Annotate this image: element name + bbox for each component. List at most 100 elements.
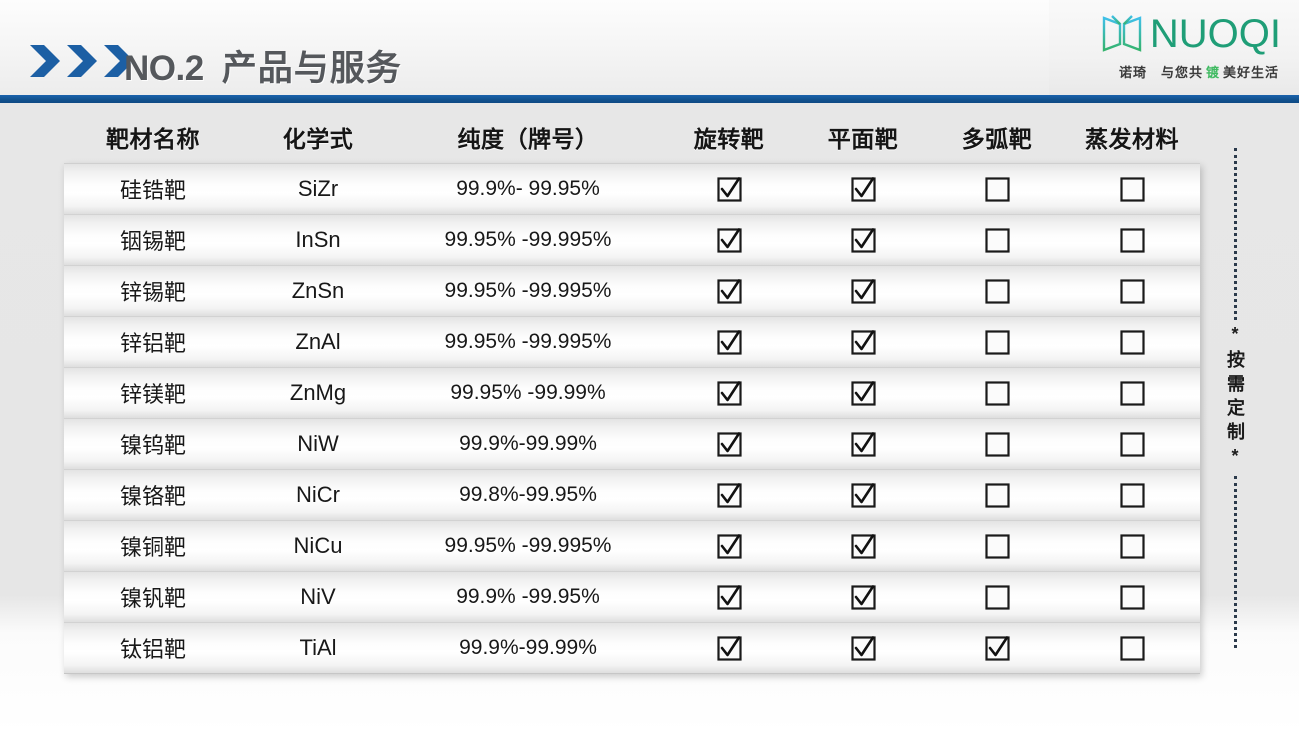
checkbox-unchecked-icon[interactable]: [1119, 228, 1145, 253]
checkbox-checked-icon[interactable]: [850, 228, 876, 253]
cell-planar: [796, 635, 930, 662]
cell-purity: 99.95% -99.995%: [444, 534, 612, 557]
checkbox-checked-icon[interactable]: [850, 330, 876, 355]
cell-arc: [930, 584, 1064, 611]
checkbox-checked-icon[interactable]: [850, 381, 876, 406]
cell-chemical-formula: NiCr: [296, 482, 340, 507]
cell-planar: [796, 329, 930, 356]
cell-planar: [796, 584, 930, 611]
cell-target-name: 铟锡靶: [119, 229, 186, 254]
checkbox-unchecked-icon[interactable]: [1119, 330, 1145, 355]
cell-arc: [930, 176, 1064, 203]
checkbox-unchecked-icon[interactable]: [984, 381, 1010, 406]
logo-tagline-tail: 美好生活: [1222, 65, 1279, 80]
checkbox-unchecked-icon[interactable]: [1119, 483, 1145, 508]
logo-tagline: 诺琦 与您共 镀 美好生活: [1061, 62, 1281, 81]
checkbox-checked-icon[interactable]: [850, 534, 876, 559]
checkbox-checked-icon[interactable]: [850, 177, 876, 202]
chevron-right-icon: [67, 45, 97, 77]
cell-chemical-formula: NiW: [297, 431, 339, 456]
cell-planar: [796, 176, 930, 203]
checkbox-checked-icon[interactable]: [716, 279, 742, 304]
nuoqi-book-mark-icon: [1102, 15, 1142, 52]
logo-tagline-brand: 诺琦: [1118, 65, 1147, 80]
logo-lockup: NUOQI: [1061, 10, 1281, 58]
cell-purity: 99.95% -99.995%: [444, 330, 612, 353]
table-header-row: 靶材名称 化学式 纯度（牌号） 旋转靶 平面靶 多弧靶 蒸发材料: [64, 112, 1200, 162]
cell-purity: 99.9%-99.99%: [459, 636, 597, 659]
checkbox-checked-icon[interactable]: [716, 585, 742, 610]
cell-purity: 99.95% -99.99%: [450, 381, 606, 404]
checkbox-unchecked-icon[interactable]: [1119, 381, 1145, 406]
checkbox-checked-icon[interactable]: [850, 432, 876, 457]
checkbox-unchecked-icon[interactable]: [984, 432, 1010, 457]
table-row: 镍铬靶 NiCr 99.8%-99.95%: [64, 470, 1200, 521]
checkbox-unchecked-icon[interactable]: [1119, 432, 1145, 457]
cell-target-name: 镍铜靶: [119, 535, 186, 560]
checkbox-checked-icon[interactable]: [716, 483, 742, 508]
checkbox-checked-icon[interactable]: [716, 228, 742, 253]
checkbox-unchecked-icon[interactable]: [1119, 636, 1145, 661]
checkbox-checked-icon[interactable]: [850, 585, 876, 610]
checkbox-unchecked-icon[interactable]: [984, 279, 1010, 304]
checkbox-checked-icon[interactable]: [716, 534, 742, 559]
cell-chemical-formula: InSn: [295, 227, 341, 252]
custom-order-annotation: *按需定制*: [1220, 148, 1250, 648]
cell-evaporation: [1064, 227, 1200, 254]
checkbox-unchecked-icon[interactable]: [984, 228, 1010, 253]
cell-planar: [796, 227, 930, 254]
cell-chemical-formula: NiCu: [293, 533, 343, 558]
table-col-header-rotary: 旋转靶: [693, 126, 765, 152]
table-row: 锌镁靶 ZnMg 99.95% -99.99%: [64, 368, 1200, 419]
cell-target-name: 锌镁靶: [119, 382, 186, 407]
checkbox-unchecked-icon[interactable]: [1119, 534, 1145, 559]
checkbox-checked-icon[interactable]: [850, 483, 876, 508]
checkbox-unchecked-icon[interactable]: [984, 177, 1010, 202]
cell-purity: 99.8%-99.95%: [459, 483, 597, 506]
chevron-group: [28, 42, 136, 80]
cell-rotary: [662, 380, 796, 407]
checkbox-checked-icon[interactable]: [716, 330, 742, 355]
cell-evaporation: [1064, 176, 1200, 203]
table-row: 铟锡靶 InSn 99.95% -99.995%: [64, 215, 1200, 266]
cell-arc: [930, 482, 1064, 509]
cell-arc: [930, 431, 1064, 458]
cell-target-name: 钛铝靶: [119, 637, 186, 662]
checkbox-unchecked-icon[interactable]: [984, 483, 1010, 508]
checkbox-checked-icon[interactable]: [850, 279, 876, 304]
checkbox-checked-icon[interactable]: [984, 636, 1010, 661]
table-row: 硅锆靶 SiZr 99.9%- 99.95%: [64, 164, 1200, 215]
cell-evaporation: [1064, 584, 1200, 611]
cell-arc: [930, 635, 1064, 662]
page-title-text: 产品与服务: [221, 49, 402, 88]
cell-planar: [796, 278, 930, 305]
table-row: 镍钒靶 NiV 99.9% -99.95%: [64, 572, 1200, 623]
cell-target-name: 镍铬靶: [119, 484, 186, 509]
cell-chemical-formula: NiV: [300, 584, 336, 609]
chevron-right-icon: [104, 45, 134, 77]
cell-planar: [796, 482, 930, 509]
table-col-header-arc: 多弧靶: [961, 126, 1033, 152]
cell-rotary: [662, 176, 796, 203]
cell-chemical-formula: ZnMg: [289, 380, 347, 405]
checkbox-checked-icon[interactable]: [716, 432, 742, 457]
checkbox-unchecked-icon[interactable]: [1119, 279, 1145, 304]
checkbox-checked-icon[interactable]: [716, 177, 742, 202]
header-divider: [0, 95, 1299, 103]
checkbox-unchecked-icon[interactable]: [1119, 585, 1145, 610]
checkbox-unchecked-icon[interactable]: [984, 585, 1010, 610]
table-row: 镍铜靶 NiCu 99.95% -99.995%: [64, 521, 1200, 572]
cell-planar: [796, 431, 930, 458]
checkbox-unchecked-icon[interactable]: [1119, 177, 1145, 202]
checkbox-unchecked-icon[interactable]: [984, 330, 1010, 355]
header-band: NO.2 产品与服务 NUOQI: [0, 0, 1299, 95]
logo-tagline-lead: 与您共: [1160, 65, 1203, 80]
cell-rotary: [662, 482, 796, 509]
checkbox-unchecked-icon[interactable]: [984, 534, 1010, 559]
checkbox-checked-icon[interactable]: [716, 381, 742, 406]
custom-order-label: *按需定制*: [1225, 324, 1245, 472]
checkbox-checked-icon[interactable]: [850, 636, 876, 661]
header-logo-backdrop: [1049, 0, 1299, 95]
checkbox-checked-icon[interactable]: [716, 636, 742, 661]
cell-target-name: 锌锡靶: [119, 280, 186, 305]
